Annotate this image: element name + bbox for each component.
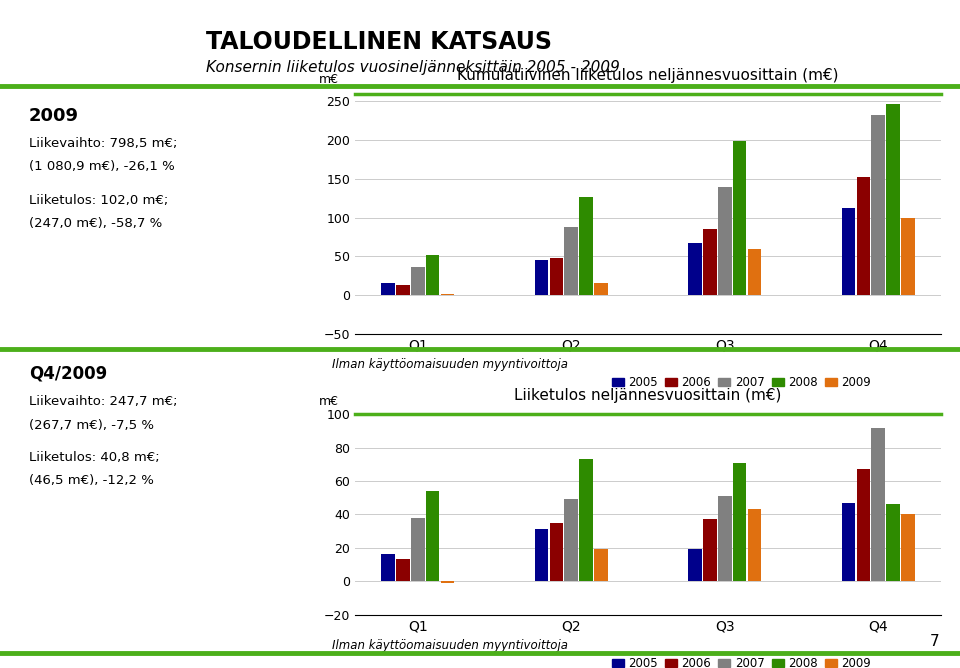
Bar xyxy=(703,520,717,581)
Bar xyxy=(441,581,454,582)
Bar xyxy=(886,104,900,295)
Bar xyxy=(886,504,900,581)
Bar xyxy=(703,229,717,295)
Bar xyxy=(550,522,564,581)
Bar xyxy=(579,460,593,581)
Bar xyxy=(411,518,424,581)
Bar xyxy=(718,496,732,581)
Text: nokian: nokian xyxy=(59,40,132,59)
Bar xyxy=(396,285,410,295)
Bar xyxy=(901,514,915,581)
Bar xyxy=(564,227,578,295)
Bar xyxy=(688,549,702,581)
Bar xyxy=(550,258,564,295)
Bar xyxy=(718,186,732,295)
Bar xyxy=(732,141,746,295)
Bar xyxy=(564,499,578,581)
Text: Q4/2009: Q4/2009 xyxy=(29,364,108,382)
Bar xyxy=(535,260,548,295)
Bar xyxy=(594,283,608,295)
Text: Liiketulos: 40,8 m€;: Liiketulos: 40,8 m€; xyxy=(29,451,159,464)
Text: Liikevaihto: 247,7 m€;: Liikevaihto: 247,7 m€; xyxy=(29,395,178,408)
Text: RENKAAT: RENKAAT xyxy=(45,75,146,95)
Bar xyxy=(872,428,885,581)
Bar xyxy=(535,529,548,581)
Title: Kumulatiivinen liiketulos neljännesvuosittain (m€): Kumulatiivinen liiketulos neljännesvuosi… xyxy=(457,67,839,83)
Text: (46,5 m€), -12,2 %: (46,5 m€), -12,2 % xyxy=(29,474,154,487)
Y-axis label: m€: m€ xyxy=(319,73,339,86)
Bar xyxy=(579,196,593,295)
Text: Ilman käyttöomaisuuden myyntivoittoja: Ilman käyttöomaisuuden myyntivoittoja xyxy=(332,639,567,651)
Bar xyxy=(425,491,440,581)
Y-axis label: m€: m€ xyxy=(319,395,339,408)
Bar xyxy=(688,243,702,295)
Legend: 2005, 2006, 2007, 2008, 2009: 2005, 2006, 2007, 2008, 2009 xyxy=(607,371,876,393)
Text: Ilman käyttöomaisuuden myyntivoittoja: Ilman käyttöomaisuuden myyntivoittoja xyxy=(332,358,567,371)
Bar xyxy=(856,469,871,581)
Text: 2009: 2009 xyxy=(29,107,79,125)
Bar xyxy=(732,462,746,581)
Bar xyxy=(396,559,410,581)
Bar xyxy=(842,208,855,295)
Bar xyxy=(901,218,915,295)
Text: Liikevaihto: 798,5 m€;: Liikevaihto: 798,5 m€; xyxy=(29,137,178,150)
Bar xyxy=(748,509,761,581)
Text: (1 080,9 m€), -26,1 %: (1 080,9 m€), -26,1 % xyxy=(29,160,175,173)
Text: (267,7 m€), -7,5 %: (267,7 m€), -7,5 % xyxy=(29,419,154,432)
Bar xyxy=(381,554,395,581)
Text: Liiketulos: 102,0 m€;: Liiketulos: 102,0 m€; xyxy=(29,194,168,206)
Bar xyxy=(425,255,440,295)
Bar xyxy=(594,549,608,581)
Text: Konsernin liiketulos vuosineljänneksittäin 2005 - 2009: Konsernin liiketulos vuosineljänneksittä… xyxy=(206,60,620,75)
Text: 7: 7 xyxy=(929,635,939,649)
Bar xyxy=(381,283,395,295)
Bar xyxy=(842,502,855,581)
Bar xyxy=(856,176,871,295)
Text: TALOUDELLINEN KATSAUS: TALOUDELLINEN KATSAUS xyxy=(206,30,552,54)
Bar xyxy=(748,249,761,295)
Text: (247,0 m€), -58,7 %: (247,0 m€), -58,7 % xyxy=(29,217,162,230)
Title: Liiketulos neljännesvuosittain (m€): Liiketulos neljännesvuosittain (m€) xyxy=(515,388,781,403)
Bar xyxy=(872,116,885,295)
Bar xyxy=(411,267,424,295)
Legend: 2005, 2006, 2007, 2008, 2009: 2005, 2006, 2007, 2008, 2009 xyxy=(607,653,876,668)
